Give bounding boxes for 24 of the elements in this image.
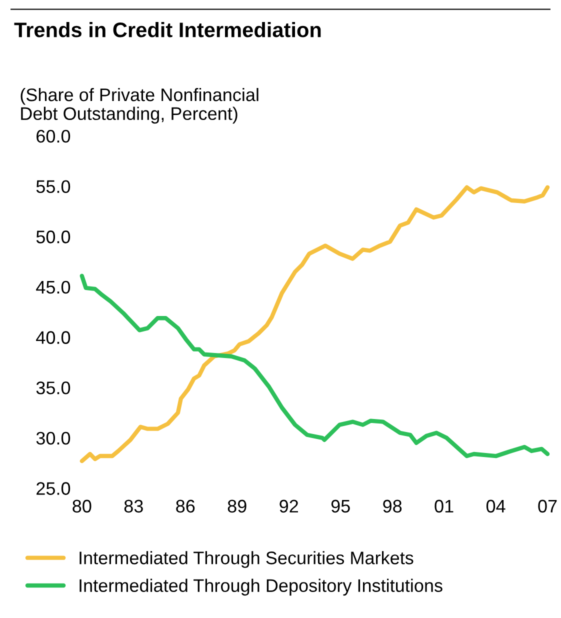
x-tick-label: 92: [280, 500, 298, 513]
x-tick-label: 07: [538, 500, 557, 513]
y-tick-label: 35.0: [36, 382, 70, 394]
chart-subtitle: (Share of Private Nonfinancial Debt Outstanding, Percent): [20, 88, 258, 124]
x-tick-label: 01: [434, 500, 454, 513]
x-tick-label: 80: [72, 500, 92, 513]
y-tick-label: 55.0: [36, 180, 70, 194]
chart-title: Trends in Credit Intermediation: [14, 22, 321, 38]
legend-label: Intermediated Through Securities Markets: [80, 551, 414, 568]
x-tick-label: 89: [228, 500, 246, 513]
y-tick-label: 30.0: [36, 432, 70, 445]
line-series: [80, 185, 550, 464]
x-tick-label: 95: [331, 500, 350, 513]
y-tick-label: 25.0: [36, 482, 70, 495]
x-tick-label: 98: [383, 500, 402, 513]
x-tick-label: 86: [176, 500, 195, 513]
y-tick-label: 45.0: [36, 280, 70, 294]
line-series: [80, 274, 550, 458]
y-tick-label: 50.0: [36, 230, 70, 244]
legend-label: Intermediated Through Depository Institutions: [80, 578, 442, 596]
y-tick-label: 60.0: [36, 130, 70, 143]
y-tick-label: 40.0: [36, 331, 70, 344]
x-tick-label: 83: [124, 500, 143, 513]
x-tick-label: 04: [486, 500, 506, 513]
